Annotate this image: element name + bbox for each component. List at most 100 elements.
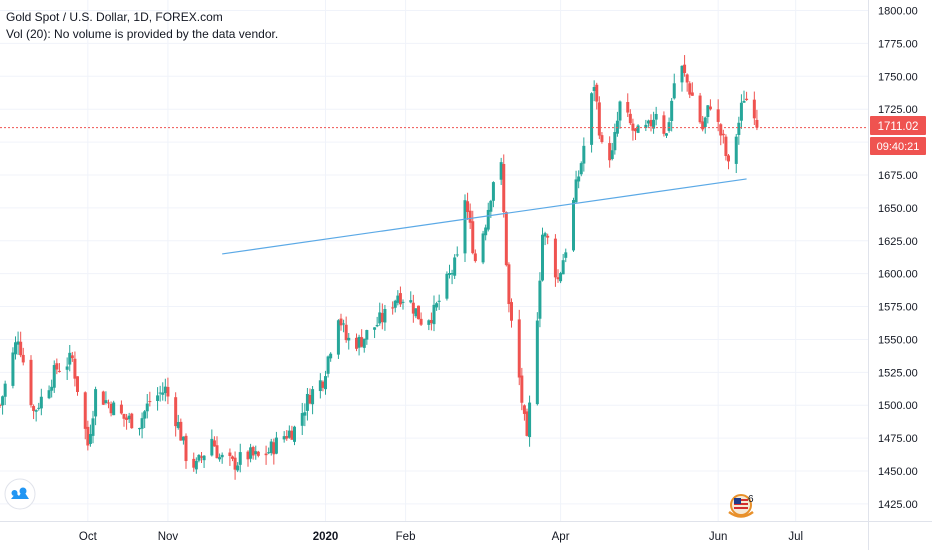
candle-body: [130, 413, 134, 429]
candle-body: [274, 437, 278, 454]
tradingview-logo[interactable]: [4, 478, 36, 510]
candle-body: [727, 155, 730, 162]
candle-body: [70, 355, 74, 359]
candle-body: [143, 411, 147, 419]
candle-body: [520, 375, 524, 403]
candle-body: [466, 201, 470, 213]
candle-body: [535, 320, 539, 405]
candle-body: [670, 100, 674, 121]
candle-body: [448, 273, 451, 275]
candle-body: [504, 212, 508, 266]
candle-body: [484, 227, 488, 236]
candle-body: [752, 99, 756, 119]
candle-body: [538, 280, 542, 319]
candle-body: [672, 83, 676, 99]
candle-body: [194, 460, 198, 470]
trend-line: [222, 178, 747, 255]
candle-body: [652, 119, 656, 129]
candle-body: [308, 394, 312, 404]
candle-body: [127, 415, 131, 420]
y-tick-label: 1450.00: [878, 466, 918, 478]
candle-body: [52, 365, 56, 388]
candle-body: [396, 295, 400, 303]
candle-body: [417, 305, 420, 320]
candle-body: [342, 323, 346, 325]
candle-body: [445, 273, 449, 299]
candle-body: [269, 441, 273, 454]
candle-body: [419, 318, 423, 325]
candle-body: [365, 330, 369, 340]
candle-body: [109, 403, 113, 414]
candle-body: [83, 392, 87, 429]
candle-body: [680, 65, 684, 83]
candle-body: [703, 117, 707, 128]
y-tick-label: 1800.00: [878, 6, 918, 18]
candle-body: [662, 115, 666, 134]
candle-body: [543, 233, 547, 237]
candle-body: [19, 341, 23, 356]
candle-body: [739, 102, 743, 121]
candle-body: [231, 456, 234, 459]
candle-body: [628, 113, 632, 124]
candle-body: [468, 210, 472, 223]
last-price-value: 1711.02: [878, 121, 919, 133]
candle-body: [76, 376, 79, 392]
candle-body: [579, 163, 583, 175]
candle-body: [321, 381, 325, 388]
candle-body: [329, 353, 333, 359]
x-tick-label: Oct: [79, 531, 98, 543]
y-tick-label: 1525.00: [878, 367, 918, 379]
candle-body: [597, 102, 601, 136]
candle-body: [290, 430, 294, 440]
candle-body: [383, 308, 387, 323]
candle-body: [215, 445, 219, 459]
candle-body: [654, 113, 658, 120]
candle-body: [646, 120, 650, 124]
candle-body: [708, 106, 712, 110]
candle-body: [701, 121, 705, 130]
candle-body: [119, 404, 123, 414]
candle-body: [522, 405, 526, 414]
y-tick-label: 1625.00: [878, 236, 918, 248]
candle-body: [572, 200, 575, 251]
candle-body: [107, 402, 110, 404]
candle-body: [378, 312, 382, 324]
candle-body: [685, 74, 689, 83]
candle-body: [303, 412, 307, 416]
candle-body: [698, 95, 702, 123]
candle-body: [47, 390, 51, 399]
candle-body: [556, 277, 560, 280]
events-badge[interactable]: 6: [728, 494, 754, 518]
candle-body: [724, 136, 728, 157]
x-tick-label: Jul: [788, 531, 803, 543]
candle-body: [202, 455, 206, 461]
candle-body: [636, 125, 640, 133]
candle-body: [375, 324, 379, 327]
candle-body: [238, 452, 242, 465]
candle-body: [391, 307, 395, 309]
candle-body: [272, 442, 276, 455]
candle-body: [32, 406, 36, 411]
x-tick-label: Apr: [552, 531, 570, 543]
candle-body: [233, 457, 237, 470]
candle-body: [618, 101, 622, 121]
y-tick-label: 1750.00: [878, 71, 918, 83]
candle-body: [39, 396, 43, 409]
candle-body: [582, 145, 586, 164]
candle-body: [256, 451, 260, 456]
candle-body: [326, 356, 330, 374]
candle-body: [285, 436, 289, 439]
candle-body: [324, 376, 327, 390]
candle-body: [0, 404, 2, 406]
candle-body: [200, 456, 203, 458]
candle-body: [577, 176, 581, 182]
volume-indicator-note: Vol (20): No volume is provided by the d…: [6, 27, 279, 41]
candle-body: [197, 454, 201, 461]
candle-body: [517, 319, 521, 378]
candle-body: [181, 436, 185, 441]
candle-body: [140, 418, 144, 429]
candle-body: [94, 389, 98, 417]
candle-body: [435, 303, 439, 308]
